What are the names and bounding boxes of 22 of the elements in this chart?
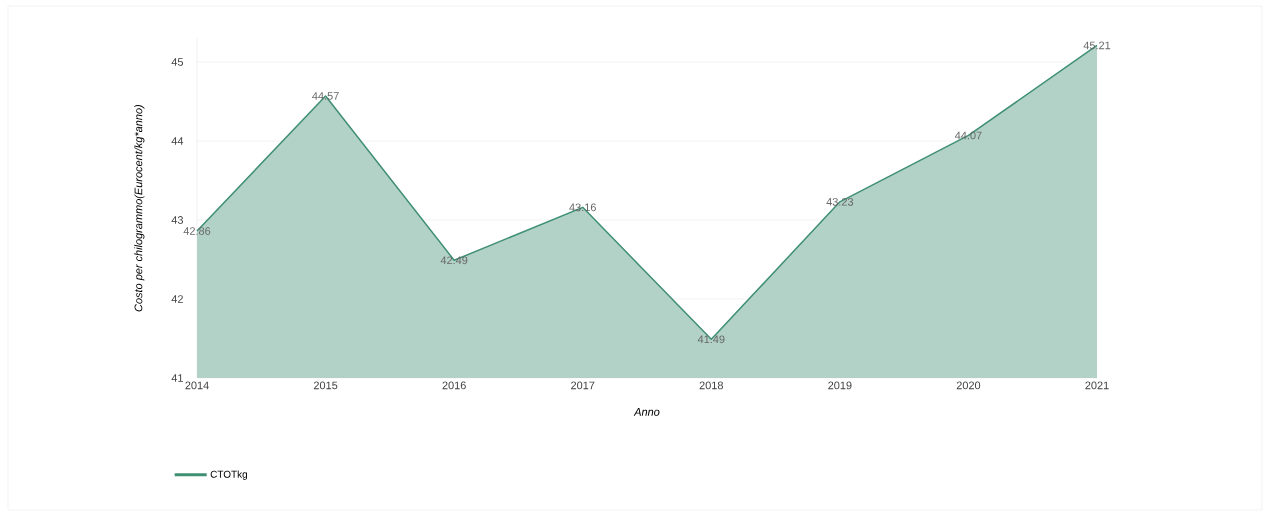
x-tick-label: 2014 <box>185 381 209 390</box>
y-tick-label: 41 <box>171 374 183 382</box>
y-axis-title: Costo per chilogrammo(Eurocent/kg*anno) <box>134 104 145 312</box>
x-tick-label: 2017 <box>571 381 595 390</box>
data-label: 44.57 <box>312 92 339 100</box>
data-label: 43.23 <box>826 197 854 206</box>
y-tick-label: 44 <box>171 137 184 145</box>
y-tick-label: 45 <box>171 58 184 66</box>
y-tick-label: 43 <box>171 216 183 224</box>
data-label: 43.16 <box>569 203 596 212</box>
legend-label: CTOTkg <box>210 470 248 480</box>
y-tick-label: 42 <box>171 295 183 303</box>
data-label: 41.49 <box>697 335 725 344</box>
x-axis-title: Anno <box>633 408 660 416</box>
data-label: 42.49 <box>440 256 468 265</box>
x-tick-label: 2015 <box>313 381 338 390</box>
x-tick-label: 2018 <box>699 381 723 390</box>
data-label: 45.21 <box>1083 41 1111 50</box>
x-tick-label: 2021 <box>1085 381 1109 390</box>
x-tick-label: 2020 <box>956 381 981 390</box>
x-tick-label: 2019 <box>828 381 852 390</box>
x-tick-label: 2016 <box>442 381 466 390</box>
